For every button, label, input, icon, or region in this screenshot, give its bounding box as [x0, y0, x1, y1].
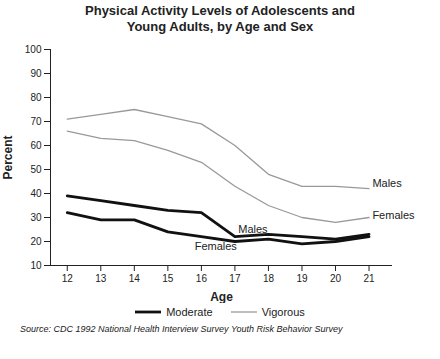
- svg-text:20: 20: [330, 273, 342, 284]
- svg-text:17: 17: [229, 273, 241, 284]
- svg-text:50: 50: [30, 164, 42, 175]
- svg-text:18: 18: [263, 273, 275, 284]
- svg-text:40: 40: [30, 188, 42, 199]
- svg-text:13: 13: [95, 273, 107, 284]
- svg-text:21: 21: [363, 273, 375, 284]
- svg-text:70: 70: [30, 116, 42, 127]
- svg-text:Males: Males: [238, 223, 268, 235]
- svg-text:60: 60: [30, 140, 42, 151]
- svg-text:10: 10: [30, 260, 42, 271]
- svg-text:Females: Females: [372, 209, 415, 221]
- svg-text:14: 14: [129, 273, 141, 284]
- svg-text:80: 80: [30, 92, 42, 103]
- html-text:Physical Activity Levels of Ad: Physical Activity Levels of Adolescents …: [85, 3, 355, 34]
- svg-text:20: 20: [30, 236, 42, 247]
- svg-text:30: 30: [30, 212, 42, 223]
- svg-text:100: 100: [25, 44, 42, 55]
- svg-text:16: 16: [196, 273, 208, 284]
- html-text:Moderate: Moderate: [166, 306, 213, 318]
- svg-text:Percent: Percent: [1, 135, 15, 179]
- svg-text:12: 12: [62, 273, 74, 284]
- html-text:Vigorous: Vigorous: [261, 306, 305, 318]
- svg-text:Males: Males: [372, 177, 402, 189]
- svg-text:Females: Females: [195, 240, 238, 252]
- svg-text:15: 15: [162, 273, 174, 284]
- html-text:Source: CDC 1992 National Heal: Source: CDC 1992 National Health Intervi…: [20, 324, 343, 334]
- svg-text:19: 19: [296, 273, 308, 284]
- svg-text:Age: Age: [210, 290, 233, 304]
- svg-text:90: 90: [30, 68, 42, 79]
